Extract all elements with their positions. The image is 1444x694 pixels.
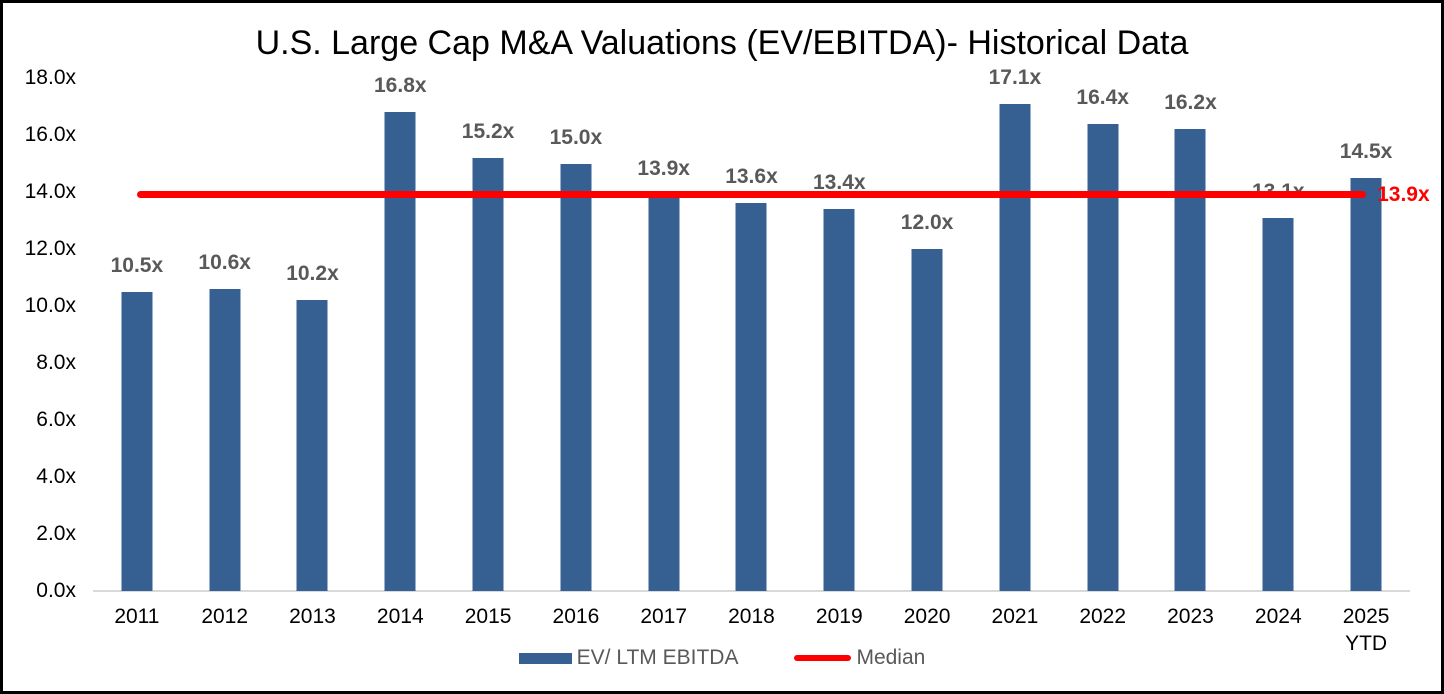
bar-value-label: 17.1x — [988, 65, 1042, 89]
y-axis-tick-label: 2.0x — [36, 522, 76, 545]
legend-label-ev-ltm-ebitda: EV/ LTM EBITDA — [576, 646, 739, 669]
bar-slot-2013: 10.2x — [269, 78, 357, 591]
legend-item-ev-ltm-ebitda: EV/ LTM EBITDA — [518, 645, 739, 671]
y-axis-tick-label: 6.0x — [36, 408, 76, 431]
bar-slot-2018: 13.6x — [708, 78, 796, 591]
y-axis-tick-label: 16.0x — [24, 123, 76, 146]
x-axis-tick-label: 2015 — [464, 605, 512, 628]
bar-value-label: 12.0x — [900, 211, 954, 234]
y-axis-tick-label: 12.0x — [24, 237, 76, 260]
x-axis-tick-label: 2013 — [289, 605, 336, 628]
x-axis-line — [93, 590, 1410, 592]
bar-2015 — [472, 157, 504, 591]
bar-slot-2012: 10.6x — [181, 78, 269, 591]
bar-2025 — [1350, 177, 1382, 591]
y-axis-tick-label: 18.0x — [24, 66, 76, 89]
bar-value-label: 15.2x — [461, 119, 515, 143]
x-axis-tick-label: 2023 — [1167, 605, 1214, 628]
bar-value-label: 13.9x — [637, 156, 690, 180]
bar-value-label: 14.5x — [1339, 139, 1393, 163]
bar-slot-2025: 14.5x — [1322, 78, 1410, 591]
bar-slot-2022: 16.4x — [1059, 78, 1147, 591]
x-axis-tick-label: 2019 — [815, 605, 863, 628]
bar-2024 — [1262, 217, 1294, 591]
bar-slot-2016: 15.0x — [532, 78, 620, 591]
x-axis-tick-label: 2017 — [640, 605, 688, 628]
median-value-label: 13.9x — [1377, 182, 1430, 206]
median-line-swatch-icon — [794, 655, 852, 661]
x-axis-tick-label: 2018 — [728, 605, 775, 628]
x-axis-tick-label: 2020 — [903, 605, 951, 628]
bar-slot-2015: 15.2x — [444, 78, 532, 591]
bar-value-label: 16.4x — [1076, 85, 1129, 109]
x-axis-tick-label: 2022 — [1079, 605, 1127, 628]
bar-slot-2014: 16.8x — [356, 74, 444, 591]
legend-item-median: Median — [794, 645, 925, 671]
bar-slot-2017: 13.9x — [620, 78, 708, 591]
bar-2023 — [1174, 129, 1206, 591]
y-axis-tick-label: 8.0x — [36, 351, 76, 374]
x-axis-tick-label: 2012 — [201, 605, 249, 628]
y-axis-tick-label: 10.0x — [24, 294, 76, 317]
bar-2016 — [560, 163, 592, 591]
legend-label-median: Median — [856, 646, 926, 669]
bar-2012 — [209, 288, 241, 591]
bar-slot-2020: 12.0x — [883, 78, 971, 591]
bar-slot-2021: 17.1x — [971, 66, 1059, 591]
bar-value-label: 16.2x — [1164, 91, 1217, 115]
bar-slot-2019: 13.4x — [795, 78, 883, 591]
x-axis-tick-label: 2016 — [552, 605, 600, 628]
bar-2018 — [735, 203, 767, 591]
bar-slot-2011: 10.5x — [93, 78, 181, 591]
bar-value-label: 10.6x — [198, 250, 251, 274]
bar-value-label: 15.0x — [549, 125, 603, 149]
bar-2019 — [823, 209, 855, 591]
bar-series-swatch-icon — [518, 652, 572, 664]
x-axis-tick-label: 2014 — [376, 605, 424, 628]
bar-2017 — [648, 194, 680, 591]
bar-value-label: 13.4x — [813, 171, 866, 195]
x-axis-tick-label: 2021 — [991, 605, 1039, 628]
chart-title: U.S. Large Cap M&A Valuations (EV/EBITDA… — [255, 24, 1189, 62]
bar-2014 — [384, 112, 416, 591]
bar-2022 — [1087, 123, 1119, 591]
x-axis-tick-label: 2025 YTD — [1342, 605, 1390, 655]
bar-2011 — [121, 291, 153, 591]
bar-value-label: 10.2x — [286, 262, 339, 286]
bar-value-label: 13.6x — [725, 165, 778, 189]
y-axis-tick-label: 4.0x — [36, 465, 76, 488]
bar-2021 — [999, 103, 1031, 591]
y-axis-tick-label: 14.0x — [24, 180, 76, 203]
bar-value-label: 10.5x — [110, 253, 164, 277]
bar-2020 — [911, 249, 943, 591]
bar-value-label: 16.8x — [374, 74, 427, 98]
x-axis-tick-label: 2011 — [114, 605, 160, 628]
median-line — [136, 191, 1367, 199]
bar-slot-2023: 16.2x — [1147, 78, 1235, 591]
legend: EV/ LTM EBITDA Median — [3, 645, 1441, 671]
y-axis-tick-label: 0.0x — [36, 579, 76, 602]
bar-2013 — [296, 300, 328, 591]
x-axis-tick-label: 2024 — [1254, 605, 1302, 628]
